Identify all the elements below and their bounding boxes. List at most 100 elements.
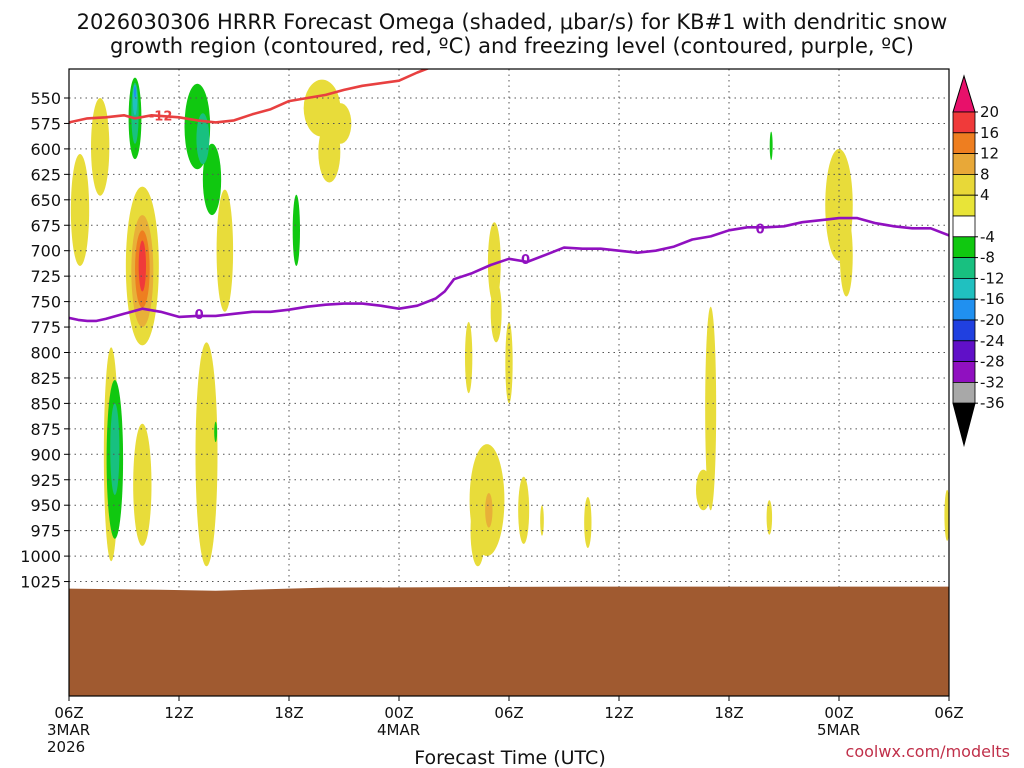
omega-area-pos-4-1: [91, 98, 110, 196]
x-tick-label-3: 00Z: [384, 704, 413, 722]
colorbar-label--36: -36: [980, 394, 1005, 412]
omega-area-pos-4-18: [584, 497, 592, 548]
y-tick-label-975: 975: [30, 522, 61, 541]
colorbar-swatch-12: [952, 361, 976, 383]
y-tick-label-750: 750: [30, 293, 61, 312]
omega-area-pos-4-24: [944, 489, 949, 541]
y-tick-label-850: 850: [30, 394, 61, 413]
x-tick-label-2: 18Z: [274, 704, 303, 722]
colorbar-label-12: 12: [980, 145, 999, 163]
colorbar-swatch-11: [952, 340, 976, 362]
x-tick-year-0: 2026: [47, 738, 85, 756]
colorbar-label--28: -28: [980, 353, 1005, 371]
colorbar-label-20: 20: [980, 103, 999, 121]
omega-area-neg-4-2: [202, 143, 222, 216]
omega-area-pos-4-17: [540, 505, 544, 536]
y-tick-label-575: 575: [30, 114, 61, 133]
omega-area-pos-8-2: [485, 492, 493, 528]
omega-area-neg-8-2: [110, 403, 120, 496]
omega-area-pos-4-0: [70, 153, 90, 266]
x-tick-label-0: 06Z: [54, 704, 83, 722]
x-tick-label-5: 12Z: [604, 704, 633, 722]
colorbar-label--4: -4: [980, 228, 995, 246]
omega-area-neg-12-0: [132, 84, 138, 116]
colorbar-swatch-2: [952, 153, 976, 175]
contour-label-freezing-0-2: 0: [756, 222, 765, 237]
colorbar-label--12: -12: [980, 269, 1005, 287]
colorbar-top-arrow: [952, 74, 976, 113]
y-tick-label-925: 925: [30, 471, 61, 490]
omega-area-pos-4-20: [696, 469, 711, 511]
y-tick-label-675: 675: [30, 216, 61, 235]
omega-area-pos-4-16: [518, 476, 530, 544]
plot-area: -12 -12 0 0 0: [69, 56, 949, 696]
contour-label-dendritic-12-0: -12: [149, 109, 173, 124]
y-tick-label-700: 700: [30, 242, 61, 261]
y-tick-label-800: 800: [30, 344, 61, 363]
chart-title-line-2: growth region (contoured, red, ºC) and f…: [110, 34, 914, 58]
omega-area-pos-4-21: [766, 500, 773, 535]
omega-area-pos-4-23: [839, 215, 853, 297]
colorbar-label--24: -24: [980, 332, 1005, 350]
contour-label-dendritic-12-1: -12: [516, 56, 540, 71]
y-tick-label-1000: 1000: [20, 547, 61, 566]
contour-lines: -12 -12 0 0 0: [69, 56, 949, 323]
omega-area-pos-16-0: [138, 240, 146, 292]
y-tick-label-825: 825: [30, 369, 61, 388]
colorbar-bottom-arrow: [952, 402, 976, 448]
omega-area-neg-4-5: [214, 421, 218, 443]
contour-label-freezing-0-1: 0: [521, 253, 530, 268]
y-tick-label-775: 775: [30, 318, 61, 337]
x-tick-date-7: 5MAR: [817, 721, 860, 739]
y-tick-label-950: 950: [30, 496, 61, 515]
omega-area-pos-4-15: [470, 495, 486, 567]
colorbar-swatch-13: [952, 381, 976, 404]
omega-area-neg-4-6: [769, 131, 773, 161]
colorbar-swatch-5: [952, 215, 976, 238]
x-tick-label-1: 12Z: [164, 704, 193, 722]
colorbar-swatch-10: [952, 319, 976, 342]
colorbar: 20 16 12 8 4 -4 -8 -12 -16 -20 -24 -28 -32 -36: [952, 74, 1005, 448]
y-axis: 550 575 600 625 650 675 700 725 750 775 800 825 850 8…: [20, 89, 69, 592]
y-tick-label-625: 625: [30, 165, 61, 184]
colorbar-label-4: 4: [980, 186, 990, 204]
y-tick-label-1025: 1025: [20, 573, 61, 592]
omega-area-pos-4-5: [133, 423, 152, 546]
colorbar-swatch-8: [952, 277, 976, 300]
y-tick-label-600: 600: [30, 140, 61, 159]
x-tick-label-8: 06Z: [934, 704, 963, 722]
x-tick-label-4: 06Z: [494, 704, 523, 722]
colorbar-swatch-4: [952, 194, 976, 217]
y-tick-label-875: 875: [30, 420, 61, 439]
contour-line-freezing-0: [69, 216, 949, 323]
colorbar-label--16: -16: [980, 290, 1005, 308]
colorbar-swatch-6: [952, 236, 976, 259]
ground-layer: [69, 586, 949, 696]
colorbar-label--8: -8: [980, 249, 995, 267]
omega-area-neg-4-3: [292, 194, 301, 266]
x-tick-date-3: 4MAR: [377, 721, 420, 739]
ground-surface: [69, 586, 949, 696]
y-tick-label-550: 550: [30, 89, 61, 108]
omega-area-pos-4-9: [329, 103, 352, 144]
x-tick-date-0: 3MAR: [47, 721, 90, 739]
omega-area-pos-4-19: [705, 306, 717, 511]
colorbar-swatch-1: [952, 132, 976, 155]
omega-area-pos-4-11: [490, 281, 502, 343]
y-tick-label-650: 650: [30, 191, 61, 210]
colorbar-label--32: -32: [980, 373, 1005, 391]
omega-area-neg-8-1: [196, 113, 210, 165]
omega-area-pos-4-12: [505, 321, 513, 404]
colorbar-swatch-7: [952, 257, 976, 279]
colorbar-swatch-0: [952, 111, 976, 134]
omega-area-pos-4-3: [216, 189, 234, 312]
chart-title-line-1: 2026030306 HRRR Forecast Omega (shaded, …: [77, 10, 948, 34]
colorbar-label-8: 8: [980, 165, 990, 183]
omega-area-neg-16-0: [133, 85, 137, 98]
contour-label-freezing-0-0: 0: [195, 308, 204, 323]
colorbar-label--20: -20: [980, 311, 1005, 329]
credit-text: coolwx.com/modelts: [846, 742, 1010, 761]
x-axis-label: Forecast Time (UTC): [414, 747, 605, 768]
